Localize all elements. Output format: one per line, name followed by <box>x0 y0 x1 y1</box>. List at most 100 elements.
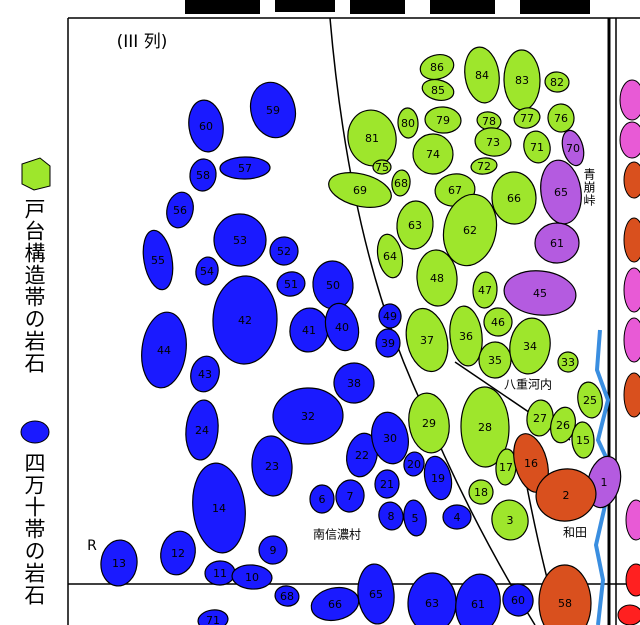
stone-number: 2 <box>563 489 570 502</box>
stone <box>502 583 534 617</box>
stone <box>272 387 344 445</box>
stone <box>190 355 220 393</box>
stone <box>309 484 335 514</box>
stone-number: 29 <box>422 417 436 430</box>
stone <box>472 271 498 309</box>
stone <box>534 222 580 264</box>
stone <box>538 564 592 625</box>
stone <box>544 71 570 93</box>
stone-number: 13 <box>112 557 126 570</box>
stone-number: 35 <box>488 354 502 367</box>
stone <box>160 530 196 576</box>
stone <box>374 469 400 499</box>
stone <box>483 307 513 337</box>
stone <box>192 462 246 554</box>
stone <box>231 564 273 590</box>
stone <box>442 193 498 267</box>
stone <box>442 504 472 530</box>
stone <box>219 156 271 180</box>
stone-number: 5 <box>412 512 419 525</box>
stone-number: 65 <box>369 588 383 601</box>
stone-number: 4 <box>454 511 461 524</box>
stone-number: 6 <box>319 493 326 506</box>
stone-number: 53 <box>233 234 247 247</box>
legend-green-icon <box>21 157 51 191</box>
stone-number: 3 <box>507 514 514 527</box>
stone-number: 43 <box>198 368 212 381</box>
stone-number: 61 <box>471 598 485 611</box>
stone <box>166 191 194 229</box>
stone <box>100 539 138 587</box>
stone <box>509 317 551 375</box>
place-label: 和田 <box>563 526 587 540</box>
stone-number: 68 <box>280 590 294 603</box>
stone-number: 71 <box>206 614 220 625</box>
stone-number: 71 <box>530 141 544 154</box>
stone <box>423 455 453 501</box>
stone <box>523 130 551 164</box>
stone-number: 56 <box>173 204 187 217</box>
stone-number: 24 <box>195 424 209 437</box>
stone-number: 79 <box>436 114 450 127</box>
stone-number: 47 <box>478 284 492 297</box>
stone-number: 44 <box>157 344 171 357</box>
stone <box>195 256 219 286</box>
stone-number: 75 <box>375 161 389 174</box>
stone-number: 50 <box>326 279 340 292</box>
stone <box>142 229 174 291</box>
stone-number: 60 <box>511 594 525 607</box>
stone-number: 86 <box>430 61 444 74</box>
stone-number: 26 <box>556 419 570 432</box>
legend-label: 四万十帯の岩石 <box>22 452 46 606</box>
stone <box>535 468 597 522</box>
stone <box>424 106 462 134</box>
stone-number: 49 <box>383 310 397 323</box>
stone <box>197 609 229 625</box>
stone <box>249 81 297 139</box>
stone <box>571 421 595 459</box>
stone-number: 67 <box>448 184 462 197</box>
stone-number: 68 <box>394 177 408 190</box>
stone-number: 28 <box>478 421 492 434</box>
stone <box>513 107 541 129</box>
stone <box>464 46 500 104</box>
stone <box>357 563 395 625</box>
stone <box>561 129 585 167</box>
stone <box>189 158 217 192</box>
stone-number: 48 <box>430 272 444 285</box>
legend-label: 戸台構造帯の岩石 <box>22 198 46 374</box>
stone-number: 77 <box>520 112 534 125</box>
stone-number: 74 <box>426 148 440 161</box>
stone <box>274 585 300 607</box>
stone-number: 66 <box>507 192 521 205</box>
stone-number: 55 <box>151 254 165 267</box>
stone-number: 1 <box>601 476 608 489</box>
stone <box>251 435 293 497</box>
stone <box>419 54 455 80</box>
stone <box>557 351 579 373</box>
stone <box>455 573 501 625</box>
stone-number: 23 <box>265 460 279 473</box>
stone <box>185 399 219 461</box>
stone-number: 63 <box>408 219 422 232</box>
stone <box>405 307 449 373</box>
stone <box>468 479 494 505</box>
stone-number: 18 <box>474 486 488 499</box>
stone-number: 30 <box>383 432 397 445</box>
stone <box>540 159 582 225</box>
stone <box>491 171 537 225</box>
stone-number: 65 <box>554 186 568 199</box>
stone <box>474 127 512 157</box>
stone <box>141 311 187 389</box>
stone <box>403 499 427 537</box>
stone-number: 32 <box>301 410 315 423</box>
stone <box>375 328 401 358</box>
title-fragments <box>185 0 590 14</box>
stone-number: 16 <box>524 457 538 470</box>
stone-number: 72 <box>477 160 491 173</box>
stone-number: 78 <box>482 115 496 128</box>
stone <box>408 392 450 454</box>
stone-number: 66 <box>328 598 342 611</box>
stone-number: 76 <box>554 112 568 125</box>
